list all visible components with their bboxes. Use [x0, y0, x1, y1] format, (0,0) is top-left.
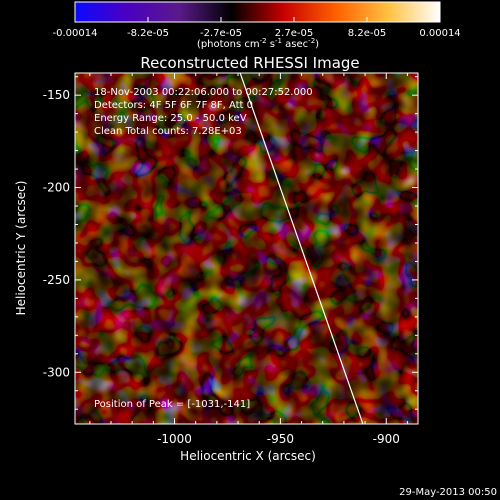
x-axis-label: Heliocentric X (arcsec) — [180, 449, 316, 463]
detectors-text: Detectors: 4F 5F 6F 7F 8F, Att 0 — [94, 100, 253, 111]
plot-frame — [74, 72, 419, 425]
colorbar-tick-label: -0.00014 — [53, 28, 98, 39]
colorbar-ticks — [74, 17, 441, 22]
colorbar-tick-label: 2.7e-05 — [275, 28, 313, 39]
heatmap-image — [75, 73, 418, 424]
chart-title: Reconstructed RHESSI Image — [140, 54, 359, 72]
solar-limb-line — [239, 73, 364, 424]
peak-position-text: Position of Peak = [-1031,-141] — [94, 399, 250, 410]
clean-counts-text: Clean Total counts: 7.28E+03 — [94, 126, 242, 137]
y-tick-label: -250 — [43, 273, 70, 287]
x-tick-label: -900 — [373, 432, 400, 446]
x-tick-label: -1000 — [157, 432, 192, 446]
colorbar-unit-label: (photons cm-2 s-1 asec-2) — [197, 37, 319, 50]
y-axis: -150 -200 -250 -300 — [43, 76, 418, 410]
y-tick-label: -150 — [43, 88, 70, 102]
colorbar-tick-label: -8.2e-05 — [127, 28, 169, 39]
x-axis: -1000 -950 -900 — [89, 73, 408, 446]
y-tick-label: -300 — [43, 365, 70, 379]
footer-date: 29-May-2013 00:50 — [399, 487, 497, 498]
time-range-text: 18-Nov-2003 00:22:06.000 to 00:27:52.000 — [94, 87, 313, 98]
x-tick-label: -950 — [267, 432, 294, 446]
y-axis-label: Heliocentric Y (arcsec) — [14, 181, 28, 316]
colorbar-tick-label: 8.2e-05 — [348, 28, 386, 39]
colorbar-tick-label: 0.00014 — [419, 28, 460, 39]
colorbar: -0.00014 -8.2e-05 -2.7e-05 2.7e-05 8.2e-05 0.… — [53, 1, 461, 50]
annotations: 18-Nov-2003 00:22:06.000 to 00:27:52.000… — [94, 87, 313, 410]
colorbar-strip — [74, 1, 441, 23]
energy-range-text: Energy Range: 25.0 - 50.0 keV — [94, 113, 247, 124]
colorbar-tick-label: -2.7e-05 — [200, 28, 242, 39]
y-tick-label: -200 — [43, 181, 70, 195]
colorbar-tick-labels: -0.00014 -8.2e-05 -2.7e-05 2.7e-05 8.2e-05 0.… — [53, 28, 461, 39]
heatmap-texture — [75, 73, 418, 424]
